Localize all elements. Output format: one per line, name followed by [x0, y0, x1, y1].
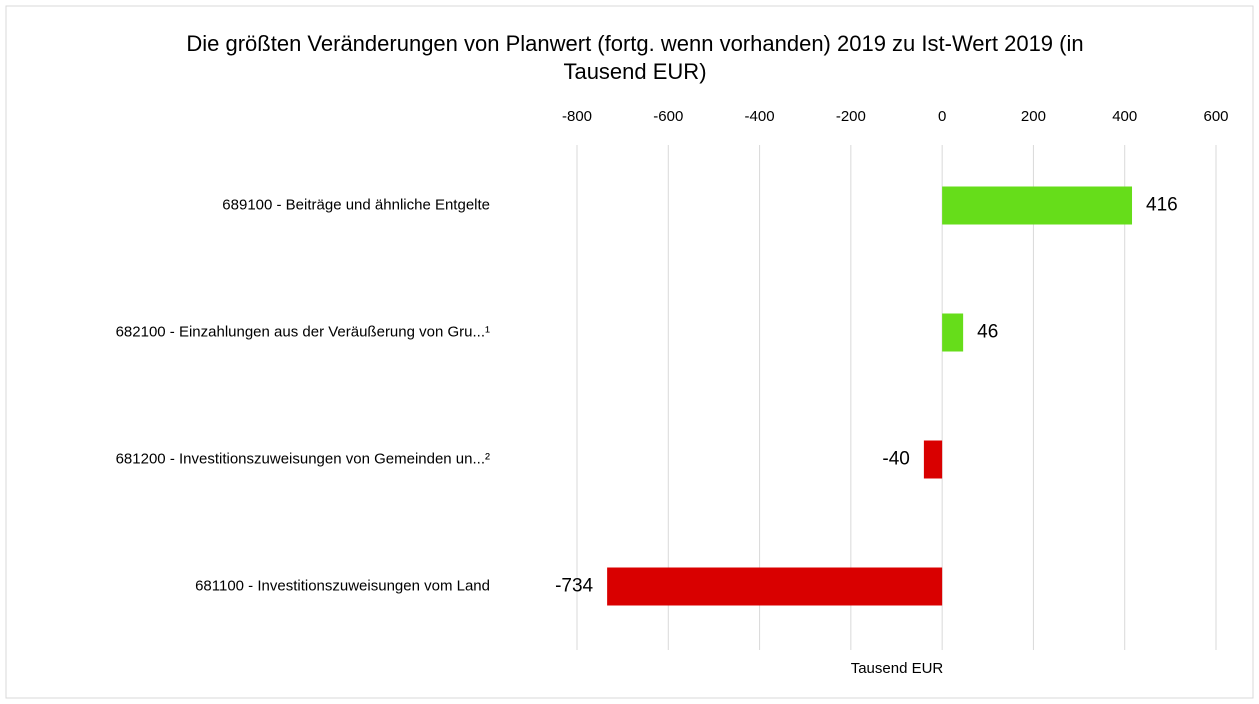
x-tick-label: -600 [653, 108, 683, 125]
x-tick-label: 600 [1203, 108, 1228, 125]
bar [923, 440, 943, 479]
bar [607, 567, 943, 606]
y-tick-label: 689100 - Beiträge und ähnliche Entgelte [222, 196, 490, 213]
bar [942, 186, 1133, 225]
x-tick-label: 400 [1112, 108, 1137, 125]
chart-border [5, 5, 1254, 699]
value-label: 416 [1146, 195, 1178, 216]
x-axis-label: Tausend EUR [851, 660, 944, 677]
y-tick-label: 681200 - Investitionszuweisungen von Gem… [116, 450, 490, 467]
x-tick-label: 200 [1021, 108, 1046, 125]
x-tick-label: -800 [562, 108, 592, 125]
value-label: -734 [555, 576, 593, 597]
chart-title: Die größten Veränderungen von Planwert (… [186, 31, 1084, 84]
x-tick-label: 0 [938, 108, 946, 125]
y-tick-label: 682100 - Einzahlungen aus der Veräußerun… [116, 323, 490, 340]
y-tick-label: 681100 - Investitionszuweisungen vom Lan… [195, 577, 490, 594]
x-tick-label: -400 [745, 108, 775, 125]
bar [942, 313, 964, 352]
value-label: 46 [977, 322, 998, 343]
x-tick-label: -200 [836, 108, 866, 125]
value-label: -40 [882, 449, 909, 470]
